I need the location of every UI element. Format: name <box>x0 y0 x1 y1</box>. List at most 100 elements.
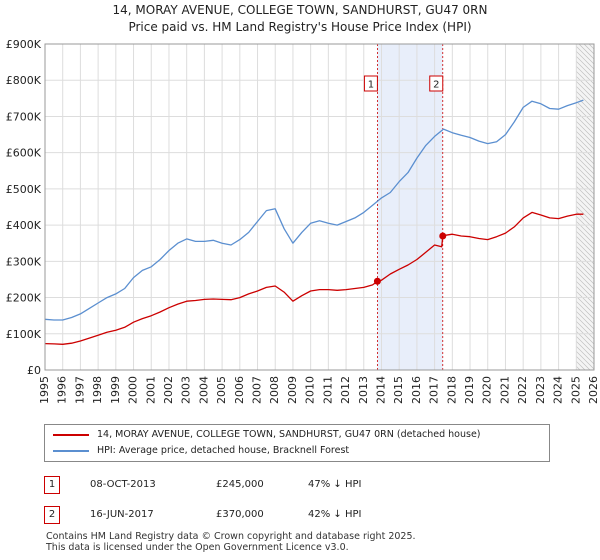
hatch-line <box>576 221 595 240</box>
x-tick-label: 1995 <box>38 376 51 404</box>
transaction-hpi-diff: 42% ↓ HPI <box>308 509 362 520</box>
hatch-line <box>576 171 595 190</box>
x-tick-label: 1996 <box>56 376 69 404</box>
hatch-line <box>576 111 595 130</box>
x-tick-label: 2010 <box>304 376 317 404</box>
x-tick-label: 2014 <box>374 376 387 404</box>
x-tick-label: 2024 <box>552 376 565 404</box>
hatch-line <box>576 86 595 105</box>
y-axis: £0 £100K £200K £300K £400K £500K £600K £700K £80… <box>6 38 42 377</box>
transaction-price: £245,000 <box>216 479 264 490</box>
hatch-line <box>576 51 595 70</box>
transaction-date: 16-JUN-2017 <box>90 509 154 520</box>
hatch-line <box>576 61 595 80</box>
hatch-line <box>576 46 595 65</box>
chart-title: 14, MORAY AVENUE, COLLEGE TOWN, SANDHURS… <box>112 3 488 17</box>
x-tick-label: 1999 <box>109 376 122 404</box>
hatch-line <box>576 176 595 195</box>
hatch-line <box>576 291 595 310</box>
hatch-line <box>576 126 595 145</box>
hatch-line <box>576 306 595 325</box>
series-line-property <box>44 211 584 345</box>
y-tick-label: £300K <box>6 255 42 268</box>
transaction-hpi-diff: 47% ↓ HPI <box>308 479 362 490</box>
hatch-line <box>576 96 595 115</box>
x-tick-label: 2006 <box>233 376 246 404</box>
transaction-date: 08-OCT-2013 <box>90 479 156 490</box>
hatch-line <box>576 81 595 100</box>
hatch-line <box>576 326 595 345</box>
x-tick-label: 2021 <box>498 376 511 404</box>
hatch-line <box>576 91 595 110</box>
transaction-badge: 1 <box>44 476 60 494</box>
hatch-line <box>576 296 595 315</box>
hatch-line <box>576 206 595 225</box>
plot-frame <box>44 43 595 371</box>
hatch-line <box>576 286 595 305</box>
hatch-line <box>576 166 595 185</box>
x-tick-label: 1998 <box>91 376 104 404</box>
hatch-line <box>576 361 586 371</box>
transaction-label-box <box>429 75 444 92</box>
hatch-line <box>576 76 595 95</box>
hatch-line <box>576 276 595 295</box>
hatch-line <box>576 66 595 85</box>
transaction-label: 1 <box>368 80 374 91</box>
x-tick-label: 2009 <box>286 376 299 404</box>
future-hatch-region <box>576 43 595 371</box>
hatch-line <box>576 156 595 175</box>
x-tick-label: 2004 <box>197 376 210 404</box>
legend: 14, MORAY AVENUE, COLLEGE TOWN, SANDHURS… <box>44 424 550 462</box>
y-tick-label: £700K <box>6 110 42 123</box>
hatch-line <box>576 106 595 125</box>
hatch-line <box>576 301 595 320</box>
hatch-line <box>576 271 595 290</box>
y-tick-label: £800K <box>6 74 42 87</box>
y-tick-label: £900K <box>6 38 42 51</box>
hatch-line <box>576 201 595 220</box>
legend-swatch-hpi <box>53 450 89 452</box>
series-line-hpi <box>44 99 584 321</box>
x-tick-label: 2025 <box>569 376 582 404</box>
y-tick-label: £200K <box>6 292 42 305</box>
chart-subtitle: Price paid vs. HM Land Registry's House … <box>128 20 472 34</box>
x-tick-label: 2016 <box>410 376 423 404</box>
x-tick-label: 2005 <box>215 376 228 404</box>
x-tick-label: 2019 <box>463 376 476 404</box>
y-tick-label: £0 <box>27 364 41 377</box>
x-tick-label: 2000 <box>127 376 140 404</box>
y-tick-label: £100K <box>6 328 42 341</box>
hatch-line <box>576 341 595 360</box>
hatch-line <box>576 116 595 135</box>
hatch-line <box>576 266 595 285</box>
transaction-point <box>373 277 381 285</box>
x-tick-label: 2018 <box>445 376 458 404</box>
hatch-line <box>576 121 595 140</box>
hatch-line <box>576 366 581 371</box>
hatch-line <box>576 236 595 255</box>
hatch-line <box>576 146 595 165</box>
hatch-line <box>576 321 595 340</box>
transaction-label-box <box>363 75 378 92</box>
ownership-shaded-span <box>377 44 443 370</box>
x-tick-label: 2022 <box>516 376 529 404</box>
hatch-line <box>576 311 595 330</box>
legend-label-hpi: HPI: Average price, detached house, Brac… <box>97 445 350 456</box>
hatch-line <box>576 151 595 170</box>
hatch-line <box>576 351 595 370</box>
hatch-line <box>576 346 595 365</box>
x-tick-label: 2002 <box>162 376 175 404</box>
hatch-line <box>576 256 595 275</box>
x-tick-label: 2013 <box>357 376 370 404</box>
footer-licence: This data is licensed under the Open Gov… <box>46 542 349 553</box>
hatch-line <box>576 336 595 355</box>
hatch-line <box>576 141 595 160</box>
x-tick-label: 2023 <box>534 376 547 404</box>
hatch-line <box>576 231 595 250</box>
x-tick-label: 2001 <box>144 376 157 404</box>
x-tick-label: 2017 <box>428 376 441 404</box>
x-tick-label: 2011 <box>321 376 334 404</box>
x-axis: 1995 1996 1997 1998 1999 2000 2001 2002 2003 2004… <box>38 376 600 404</box>
hatch-line <box>576 161 595 180</box>
hatch-line <box>576 281 595 300</box>
